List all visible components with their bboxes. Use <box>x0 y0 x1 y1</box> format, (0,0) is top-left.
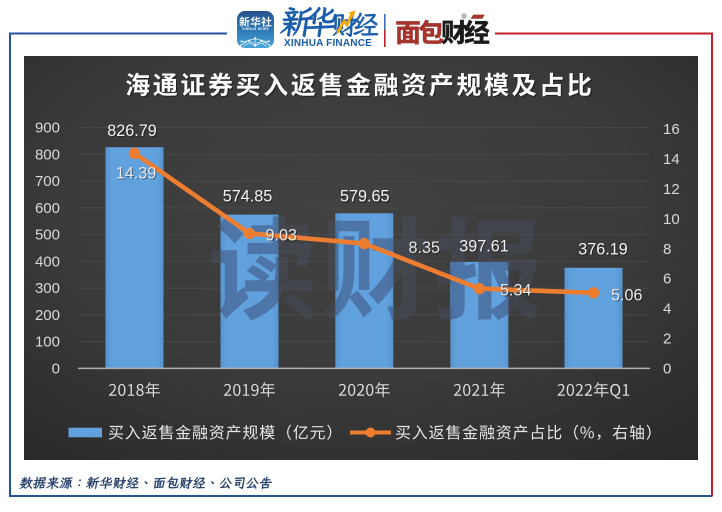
svg-text:6: 6 <box>663 271 671 288</box>
svg-text:XINHUA FINANCE: XINHUA FINANCE <box>284 38 372 49</box>
svg-text:5.34: 5.34 <box>501 282 533 300</box>
svg-text:14: 14 <box>663 151 680 168</box>
svg-text:8.35: 8.35 <box>410 240 442 258</box>
svg-text:12: 12 <box>663 181 680 198</box>
svg-text:9.03: 9.03 <box>267 227 299 245</box>
svg-text:R: R <box>463 15 466 19</box>
svg-text:397.61: 397.61 <box>459 237 509 255</box>
svg-text:900: 900 <box>35 120 60 137</box>
svg-text:8: 8 <box>663 241 671 258</box>
svg-text:300: 300 <box>35 280 60 297</box>
svg-text:5.06: 5.06 <box>611 286 643 304</box>
svg-text:XINHUA NEWS: XINHUA NEWS <box>242 27 269 31</box>
svg-text:100: 100 <box>35 334 60 351</box>
svg-text:2: 2 <box>663 331 671 348</box>
svg-text:579.65: 579.65 <box>341 189 391 207</box>
svg-text:400: 400 <box>35 253 60 270</box>
svg-text:0: 0 <box>663 360 671 377</box>
svg-text:4: 4 <box>663 301 671 318</box>
svg-text:5.06: 5.06 <box>612 287 644 305</box>
svg-text:574.85: 574.85 <box>224 189 274 207</box>
svg-text:5.34: 5.34 <box>500 281 532 299</box>
svg-text:16: 16 <box>663 121 680 138</box>
svg-text:8.35: 8.35 <box>409 239 441 257</box>
svg-text:579.65: 579.65 <box>340 188 390 206</box>
svg-text:700: 700 <box>35 173 60 190</box>
svg-text:500: 500 <box>35 227 60 244</box>
svg-text:376.19: 376.19 <box>579 241 629 259</box>
svg-text:574.85: 574.85 <box>223 188 273 206</box>
svg-text:397.61: 397.61 <box>460 238 510 256</box>
svg-text:600: 600 <box>35 200 60 217</box>
svg-text:14.39: 14.39 <box>117 165 158 183</box>
svg-text:0: 0 <box>52 360 60 377</box>
svg-text:376.19: 376.19 <box>578 240 628 258</box>
svg-text:826.79: 826.79 <box>107 122 157 140</box>
svg-text:14.39: 14.39 <box>116 164 157 182</box>
svg-text:200: 200 <box>35 307 60 324</box>
svg-text:800: 800 <box>35 146 60 163</box>
svg-text:10: 10 <box>663 211 680 228</box>
svg-text:826.79: 826.79 <box>108 123 158 141</box>
svg-text:9.03: 9.03 <box>266 226 298 244</box>
